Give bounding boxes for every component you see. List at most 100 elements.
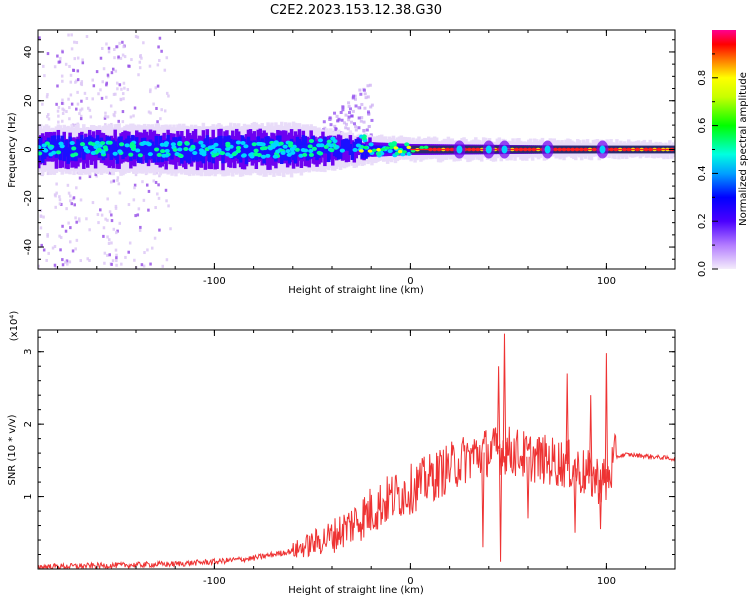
snr-spike [526, 456, 530, 519]
plume-mark [337, 117, 341, 121]
snr-background [38, 330, 675, 569]
noise-mark [104, 217, 107, 221]
noise-mark [35, 245, 38, 248]
noise-mark [121, 53, 125, 57]
band-inner [348, 143, 353, 155]
noise-mark [119, 98, 123, 102]
snr-spike [573, 468, 577, 533]
band-bump-core [456, 145, 463, 154]
noise-mark [114, 248, 118, 252]
band-blob [164, 153, 170, 158]
noise-mark [127, 203, 131, 207]
band-inner [391, 145, 396, 154]
noise-mark [107, 46, 111, 50]
noise-mark [115, 253, 118, 257]
band-blob [177, 147, 183, 152]
plume-mark [350, 114, 354, 118]
plume-mark [350, 120, 354, 124]
band-inner [148, 139, 153, 157]
noise-mark [75, 238, 79, 242]
noise-mark [114, 92, 117, 96]
noise-mark [47, 113, 50, 117]
noise-mark [61, 107, 64, 111]
noise-mark [64, 62, 68, 66]
noise-mark [169, 227, 172, 231]
noise-mark [113, 56, 116, 60]
band-blob [119, 142, 125, 147]
band-inner [105, 136, 110, 154]
noise-mark [85, 96, 89, 100]
band-blob [265, 153, 271, 158]
core-mark [389, 145, 394, 150]
band-outer [323, 140, 327, 167]
band-inner [401, 146, 406, 153]
noise-mark [136, 35, 140, 39]
noise-mark [154, 180, 158, 184]
noise-mark [33, 69, 36, 72]
band-inner [113, 141, 117, 159]
noise-mark [130, 58, 133, 62]
noise-mark [108, 253, 111, 257]
noise-mark [31, 160, 34, 163]
noise-mark [156, 63, 160, 67]
noise-mark [81, 61, 85, 65]
noise-mark [142, 264, 146, 268]
noise-mark [46, 52, 50, 56]
band-blob [147, 152, 153, 157]
band-blob [339, 148, 345, 153]
band-inner [146, 142, 151, 160]
noise-mark [88, 108, 92, 112]
band-blob [207, 145, 213, 150]
band-blob [117, 149, 123, 154]
noise-mark [61, 119, 64, 123]
noise-mark [75, 107, 78, 111]
noise-mark [159, 117, 162, 121]
band-inner [160, 144, 164, 163]
plume-mark [365, 128, 369, 132]
colorbar-tick-label: 0.0 [697, 261, 708, 277]
band-inner [205, 135, 210, 153]
noise-mark [65, 259, 69, 263]
band-inner [238, 144, 243, 163]
plume-mark [341, 108, 345, 112]
band-blob [259, 146, 266, 151]
noise-mark [149, 88, 152, 92]
noise-mark [121, 120, 125, 124]
plume-mark [354, 128, 358, 132]
noise-mark [123, 86, 126, 90]
band-blob [212, 149, 218, 154]
colorbar-tick-label: 0.6 [697, 118, 708, 134]
noise-mark [105, 81, 109, 85]
band-blob [124, 143, 130, 148]
band-inner [262, 145, 266, 164]
noise-mark [72, 68, 75, 72]
noise-mark [109, 172, 113, 176]
core-mark [367, 149, 373, 153]
noise-mark [32, 231, 35, 234]
band-inner [70, 144, 74, 161]
noise-mark [137, 73, 140, 77]
noise-mark [85, 35, 89, 39]
noise-mark [106, 253, 109, 257]
band-inner [68, 136, 72, 154]
noise-mark [65, 207, 68, 211]
noise-mark [70, 33, 73, 37]
noise-mark [158, 58, 161, 62]
band-inner [140, 137, 145, 156]
noise-mark [53, 263, 57, 267]
band-inner [301, 135, 306, 153]
noise-mark [127, 250, 130, 254]
band-inner [272, 140, 276, 159]
colorbar-tick-label: 0.2 [697, 213, 708, 229]
noise-mark [103, 251, 107, 255]
plume-mark [351, 96, 355, 100]
noise-mark [61, 98, 64, 102]
noise-mark [58, 195, 61, 199]
noise-mark [106, 75, 110, 79]
noise-mark [34, 74, 37, 77]
y-tick-label: 40 [23, 46, 34, 59]
noise-mark [76, 90, 79, 94]
band-blob [290, 150, 296, 155]
noise-mark [117, 182, 121, 186]
